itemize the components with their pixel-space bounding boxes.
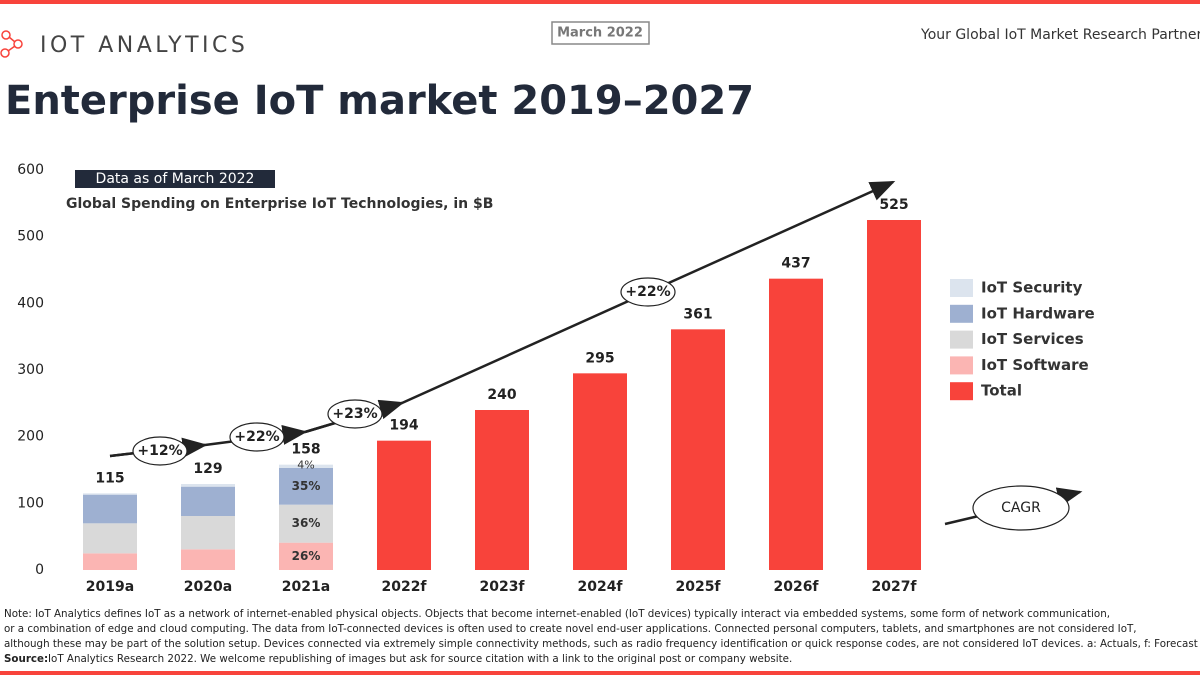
cagr-label: +23% [332, 406, 377, 422]
total-label: 158 [291, 442, 320, 458]
legend-label: Total [981, 382, 1022, 400]
cagr-bubble [620, 277, 676, 307]
date: March 2022 [557, 26, 643, 41]
y-tick-label: 500 [17, 229, 44, 245]
bar-segment [181, 549, 235, 570]
top-bar [0, 0, 1200, 4]
badge-box [75, 170, 275, 188]
notes: Note: IoT Analytics defines IoT as a net… [4, 608, 1198, 665]
source-label: Source: [4, 653, 48, 665]
cagr-bubble [327, 399, 383, 429]
cagr-bubble [132, 436, 188, 466]
segment-label: 36% [292, 516, 321, 530]
legend-label: IoT Hardware [981, 304, 1095, 322]
bar-segment [181, 484, 235, 487]
bar-segment [279, 504, 333, 543]
chart-title: Enterprise IoT market 2019–2027 [5, 78, 754, 124]
bar-segment [279, 468, 333, 505]
x-tick-label: 2024f [577, 579, 623, 595]
cagr-bubble [229, 422, 285, 452]
total-label: 115 [95, 470, 124, 486]
logo-text: IOT ANALYTICS [40, 33, 248, 58]
bar-segment [83, 493, 137, 495]
bar-segment [83, 523, 137, 554]
cagr-label: +22% [234, 429, 279, 445]
x-tick-label: 2026f [773, 579, 819, 595]
x-tick-label: 2023f [479, 579, 525, 595]
legend-label: IoT Services [981, 330, 1084, 348]
source: IoT Analytics Research 2022. We welcome … [48, 653, 792, 665]
bar [475, 410, 529, 570]
bar-segment [279, 464, 333, 468]
legend-swatch [950, 356, 973, 375]
x-tick-label: 2027f [871, 579, 917, 595]
segment-label: 35% [292, 479, 321, 493]
legend-swatch [950, 279, 973, 297]
cagr-key-bubble [972, 485, 1070, 531]
bar [769, 278, 823, 570]
y-tick-label: 400 [17, 295, 44, 311]
cagr-label: +12% [137, 443, 182, 459]
total-label: 194 [389, 418, 418, 434]
note-line: or a combination of edge and cloud compu… [4, 623, 1137, 635]
legend-swatch [950, 382, 973, 401]
note-line: although these may be part of the soluti… [4, 638, 1198, 650]
y-tick-label: 600 [17, 162, 44, 178]
bar [377, 440, 431, 570]
bar [671, 329, 725, 570]
total-label: 295 [585, 350, 614, 366]
x-tick-label: 2019a [86, 579, 134, 595]
legend-label: IoT Software [981, 356, 1089, 374]
bar-segment [83, 494, 137, 524]
badge: Data as of March 2022 [96, 171, 255, 187]
subtitle: Global Spending on Enterprise IoT Techno… [66, 196, 493, 212]
bar-segment [181, 516, 235, 550]
bottom-bar [0, 671, 1200, 675]
legend-swatch [950, 304, 973, 323]
y-tick-label: 100 [17, 495, 44, 511]
logo-icon [0, 30, 23, 58]
bar [573, 373, 627, 570]
bar-segment [83, 553, 137, 570]
note-line: Note: IoT Analytics defines IoT as a net… [4, 608, 1110, 620]
y-tick-label: 200 [17, 429, 44, 445]
cagr-label: +22% [625, 284, 670, 300]
x-tick-label: 2020a [184, 579, 232, 595]
total-label: 437 [781, 256, 810, 272]
total-label: 240 [487, 387, 516, 403]
bar-segment [279, 542, 333, 570]
bar-segment [181, 486, 235, 516]
x-tick-label: 2025f [675, 579, 721, 595]
total-label: 129 [193, 461, 222, 477]
bar [867, 220, 921, 570]
tagline: Your Global IoT Market Research Partner [920, 27, 1200, 43]
date-box [551, 21, 650, 45]
x-tick-label: 2021a [282, 579, 330, 595]
legend-label: IoT Security [981, 279, 1083, 297]
segment-label: 4% [297, 458, 314, 471]
y-tick-label: 0 [35, 562, 44, 578]
cagr-key-label: CAGR [1001, 500, 1041, 516]
segment-label: 26% [292, 549, 321, 563]
total-label: 361 [683, 306, 712, 322]
x-tick-label: 2022f [381, 579, 427, 595]
total-label: 525 [879, 197, 908, 213]
legend-swatch [950, 330, 973, 349]
y-tick-label: 300 [17, 362, 44, 378]
